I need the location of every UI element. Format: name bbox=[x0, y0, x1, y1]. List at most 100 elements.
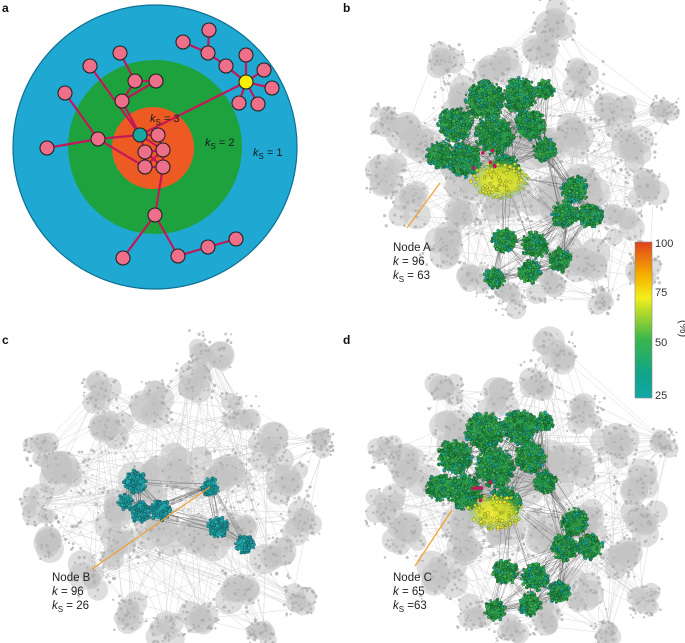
subnetwork-node bbox=[508, 130, 511, 133]
gray-node bbox=[45, 517, 49, 521]
subnetwork-node bbox=[474, 140, 478, 144]
subnetwork-node bbox=[491, 236, 494, 239]
gray-node bbox=[559, 114, 563, 117]
subnetwork-node bbox=[501, 126, 506, 131]
subnetwork-node bbox=[518, 176, 522, 180]
gray-node bbox=[418, 204, 421, 207]
gray-node bbox=[605, 205, 608, 208]
subnetwork-node bbox=[451, 158, 454, 161]
gray-node bbox=[374, 165, 379, 169]
subnetwork-node bbox=[547, 85, 550, 88]
subnetwork-node bbox=[544, 252, 547, 255]
subnetwork-node bbox=[551, 142, 556, 146]
gray-node bbox=[620, 108, 624, 112]
subnetwork-node bbox=[498, 284, 501, 288]
subnetwork-node bbox=[536, 142, 539, 145]
subnetwork-node bbox=[548, 142, 551, 146]
subnetwork-node bbox=[443, 153, 446, 157]
subnetwork-node bbox=[521, 251, 525, 254]
gray-node bbox=[201, 330, 205, 334]
gray-node bbox=[628, 115, 633, 119]
gray-node bbox=[586, 149, 590, 153]
gray-cluster-blob bbox=[370, 105, 383, 118]
gray-node bbox=[206, 388, 210, 392]
gray-node bbox=[164, 414, 169, 418]
subnetwork-node bbox=[451, 170, 454, 173]
gray-node bbox=[445, 253, 450, 258]
gray-node bbox=[468, 77, 472, 81]
gray-node bbox=[438, 63, 442, 66]
subnetwork-node bbox=[543, 85, 546, 88]
subnetwork-node bbox=[472, 83, 476, 87]
subnetwork-node bbox=[543, 79, 546, 82]
gray-node bbox=[459, 63, 463, 67]
gray-node bbox=[565, 274, 569, 278]
gray-node bbox=[530, 40, 532, 42]
gray-node bbox=[373, 187, 376, 190]
gray-node bbox=[450, 240, 453, 243]
subnetwork-node bbox=[455, 107, 459, 111]
subnetwork-node bbox=[480, 135, 484, 139]
subnetwork-node bbox=[511, 232, 514, 235]
subnetwork-node bbox=[477, 147, 481, 151]
gray-node bbox=[527, 189, 531, 194]
subnetwork-node bbox=[559, 267, 562, 270]
subnetwork-node bbox=[497, 239, 501, 243]
subnetwork-node bbox=[523, 80, 526, 83]
subnetwork-node bbox=[536, 252, 539, 255]
subnetwork-node bbox=[457, 145, 462, 150]
subnetwork-node bbox=[440, 162, 443, 165]
gray-node bbox=[402, 206, 406, 210]
subnetwork-node bbox=[484, 135, 487, 139]
gray-node bbox=[483, 218, 487, 222]
gray-node bbox=[203, 338, 207, 342]
gray-node bbox=[588, 126, 592, 130]
subnetwork-node bbox=[494, 233, 498, 237]
subnetwork-node bbox=[464, 156, 469, 161]
gray-cluster-blob bbox=[612, 96, 634, 119]
subnetwork-node bbox=[480, 98, 485, 103]
subnetwork-node bbox=[432, 149, 435, 153]
gray-node bbox=[599, 294, 602, 297]
subnetwork-node bbox=[490, 130, 494, 134]
gray-node bbox=[653, 280, 657, 284]
gray-node bbox=[187, 381, 191, 384]
gray-node bbox=[462, 190, 465, 193]
gray-node bbox=[663, 119, 667, 123]
subnetwork-node bbox=[523, 113, 527, 117]
gray-node bbox=[481, 288, 485, 291]
gray-node bbox=[379, 121, 383, 125]
subnetwork-node bbox=[508, 138, 512, 141]
subnetwork-node bbox=[466, 134, 470, 138]
gray-node bbox=[497, 220, 500, 224]
gray-node bbox=[591, 296, 594, 299]
gray-node bbox=[662, 200, 666, 204]
gray-node bbox=[382, 123, 385, 126]
subnetwork-node bbox=[523, 173, 528, 178]
gray-node bbox=[435, 54, 439, 58]
gray-node bbox=[632, 261, 636, 265]
gray-node bbox=[212, 383, 217, 388]
gray-node bbox=[652, 119, 655, 122]
subnetwork-node bbox=[535, 117, 540, 122]
gray-node bbox=[640, 229, 643, 232]
gray-node bbox=[604, 226, 608, 230]
gray-node bbox=[432, 44, 436, 48]
subnetwork-node bbox=[527, 259, 531, 263]
gray-node bbox=[651, 142, 654, 146]
gray-node bbox=[117, 617, 121, 620]
gray-node bbox=[425, 263, 429, 266]
gray-node bbox=[648, 196, 651, 199]
subnetwork-node bbox=[519, 86, 522, 89]
subnetwork-node bbox=[501, 153, 505, 157]
gray-node bbox=[18, 497, 23, 501]
gray-node bbox=[459, 105, 462, 108]
gray-node bbox=[630, 256, 634, 260]
gray-node bbox=[619, 128, 623, 132]
subnetwork-node bbox=[575, 214, 580, 218]
node-r8 bbox=[200, 45, 216, 61]
subnetwork-node bbox=[540, 154, 544, 157]
subnetwork-node bbox=[454, 157, 458, 160]
gray-node bbox=[511, 204, 515, 208]
gray-node bbox=[446, 260, 449, 263]
